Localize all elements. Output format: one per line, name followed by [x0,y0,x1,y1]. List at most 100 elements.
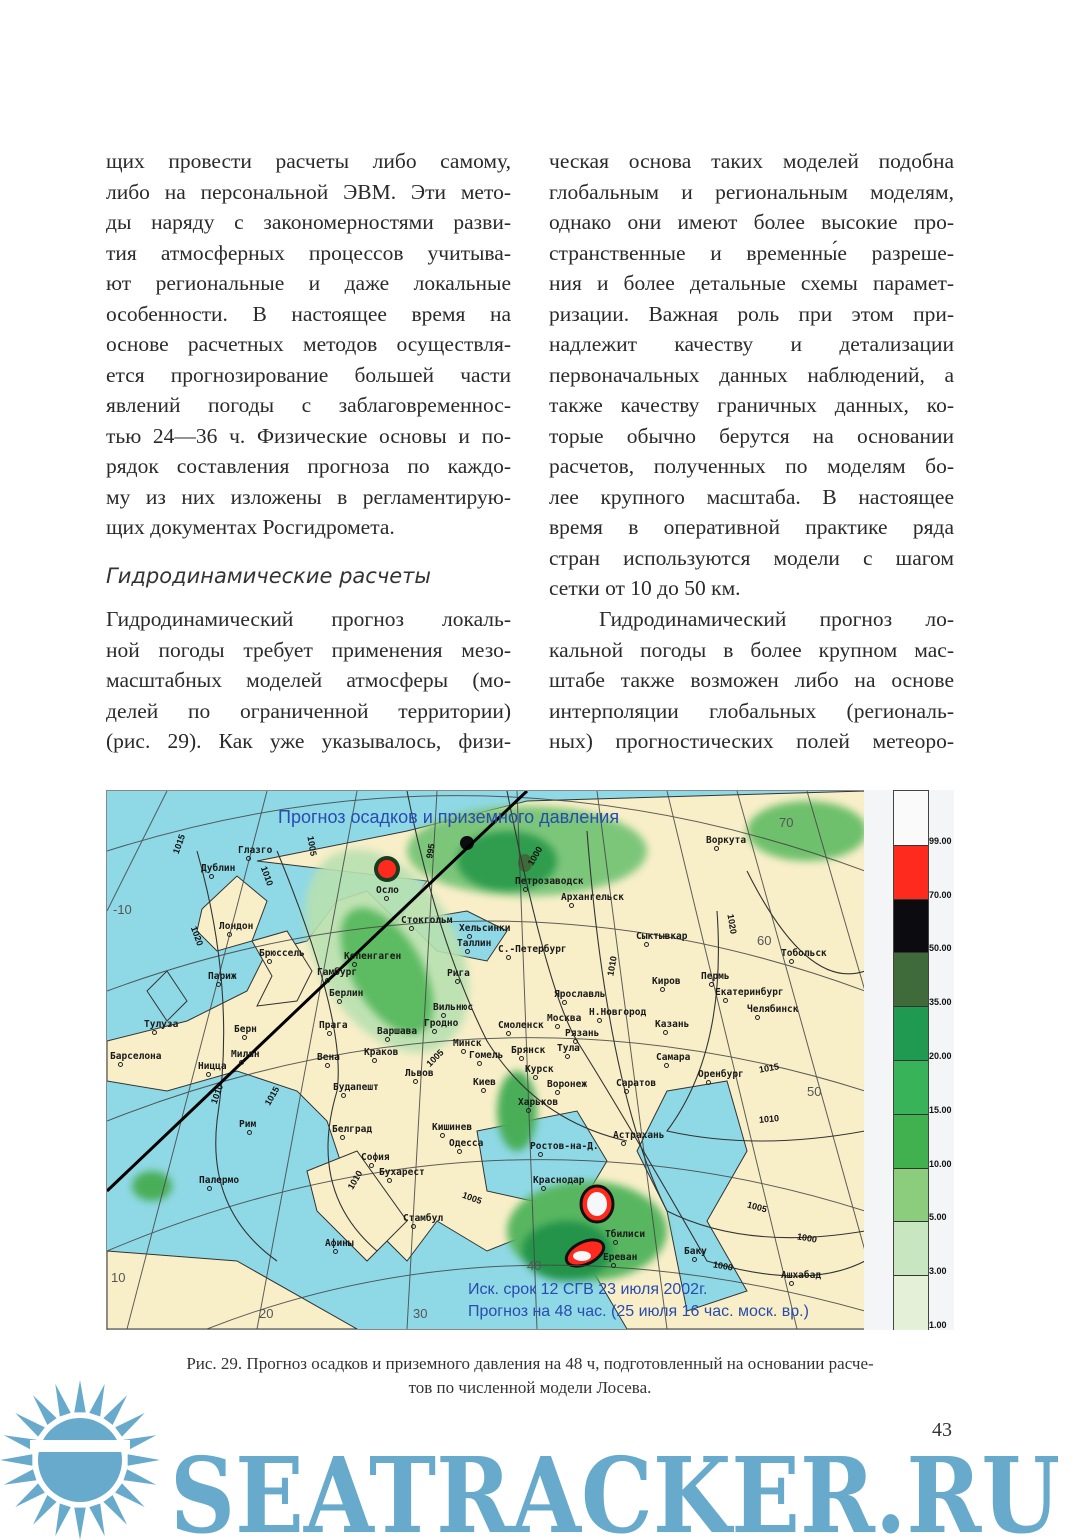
legend-swatch [894,898,928,954]
city-label: Смоленск [498,1020,544,1036]
text-line: надлежит качеству и детализации [549,332,954,356]
text-line: также качеству граничных данных, ко- [549,393,954,417]
text-line: Гидродинамический прогноз ло- [599,607,954,631]
legend-label: 70.00 [929,889,952,900]
city-label: Львов [405,1068,434,1084]
city-label: Афины [325,1238,354,1254]
grid-label: 60 [757,933,772,948]
city-label: Вена [317,1052,340,1068]
city-label: Будапешт [333,1082,379,1098]
map-forecast-time: Прогноз на 48 час. (25 июля 16 час. моск… [468,1303,809,1320]
grid-label: 30 [413,1306,428,1321]
city-label: Челябинск [747,1004,799,1020]
city-label: Милан [231,1049,260,1065]
city-label: Минск [453,1038,482,1054]
city-label: Пермь [701,971,730,987]
city-label: Курск [525,1064,554,1080]
text-line: торые обычно берутся на основании [549,423,954,448]
text-line: масштабных моделей атмосферы (мо- [106,668,511,692]
legend-swatch [894,952,928,1008]
city-label: Астрахань [613,1130,665,1146]
watermark-text: SEATRACKER.RU [170,1446,1060,1538]
city-label: Вильнюс [433,1002,474,1018]
city-label: Берлин [329,988,364,1004]
city-label: Саратов [616,1078,657,1094]
figure-caption-line2: тов по численной модели Лосева. [408,1378,652,1397]
text-line: стран используются модели с шагом [549,545,954,570]
text-line: глобальным и региональным моделям, [549,179,954,204]
text-line: ной погоды требует применения мезо- [106,637,511,662]
legend-label: 35.00 [929,997,952,1008]
city-label: Белград [332,1124,373,1140]
text-line: Гидродинамический прогноз локаль- [106,607,511,631]
map-title: Прогноз осадков и приземного давления [278,807,620,827]
city-label: Прага [319,1020,348,1036]
figure-caption-line1: Рис. 29. Прогноз осадков и приземного да… [186,1354,874,1373]
legend-label: 15.00 [929,1104,952,1115]
precipitation-legend [893,790,929,1330]
legend-swatch [894,1060,928,1115]
city-label: Тобольск [781,948,827,964]
legend-swatch [894,1006,928,1061]
city-label: Ашхабад [781,1270,822,1286]
legend-label: 3.00 [929,1266,947,1277]
city-label: Тбилиси [605,1229,646,1245]
city-label: Гамбург [317,967,358,983]
city-label: София [361,1152,390,1168]
text-line: ния и более детальные схемы парамет- [549,271,954,295]
city-label: Тула [557,1043,580,1059]
city-label: Варшава [377,1026,418,1042]
grid-label: 40 [527,1258,542,1273]
map-background [107,791,865,1329]
legend-swatch [894,844,928,900]
text-line: лее крупного масштаба. В настоящее [549,484,954,509]
city-label: Рязань [565,1028,600,1044]
text-line: либо на персональной ЭВМ. Эти мето- [106,179,511,204]
legend-swatch [894,1221,928,1277]
text-line: (рис. 29). Как уже указывалось, физи- [106,729,511,753]
text-line: щих документах Росгидромета. [106,515,395,539]
city-label: Глазго [238,845,273,861]
text-line: ют региональные и даже локальные [106,271,511,295]
text-line: время в оперативной практике ряда [549,515,954,539]
city-label: Киров [652,976,681,992]
text-line: щих провести расчеты либо самому, [106,149,511,173]
text-line: кальной погоды в более крупном мас- [549,637,954,662]
city-label: Брянск [511,1045,546,1061]
watermark-logo: SEATRACKER.RU [170,1446,1060,1538]
grid-label: -10 [113,902,132,917]
text-line: однако они имеют более высокие про- [549,210,954,234]
text-line: явлений погоды с заблаговременнос- [106,393,511,417]
text-line: сетки от 10 до 50 км. [549,576,741,600]
city-label: Ярославль [554,989,606,1005]
city-label: Рига [447,968,470,984]
city-label: Лондон [219,921,254,937]
city-label: Оренбург [698,1069,744,1085]
city-label: Сыктывкар [636,931,688,947]
text-line: особенности. В настоящее время на [106,301,511,326]
city-label: Харьков [518,1097,559,1113]
city-label: С.-Петербург [498,944,567,960]
city-label: Москва [547,1013,582,1029]
city-label: Архангельск [561,892,624,908]
text-line: рядок составления прогноза по каждо- [106,454,511,478]
forecast-map: Глазго Дублин Осло Лондон Стокгольм Хельсинки… [106,790,866,1330]
city-label: Дублин [201,863,236,879]
text-line: интерполяции глобальных (региональ- [549,698,954,723]
page-number: 43 [932,1419,952,1441]
text-line: ды наряду с закономерностями разви- [106,210,511,234]
text-line: основе расчетных методов осуществля- [106,332,511,356]
city-label: Осло [376,885,399,901]
city-label: Воркута [706,835,747,851]
text-line: первоначальных данных наблюдений, а [549,362,954,387]
city-label: Брюссель [259,948,305,964]
city-label: Хельсинки [459,923,511,939]
city-label: Гродно [424,1018,459,1034]
section-heading: Гидродинамические расчеты [106,564,431,588]
city-label: Стокгольм [401,915,453,931]
city-label: Одесса [449,1138,484,1154]
city-label: Стамбул [403,1213,444,1229]
grid-label: 20 [259,1306,274,1321]
city-label: Тулуза [144,1019,179,1035]
legend-swatch [894,1113,928,1169]
